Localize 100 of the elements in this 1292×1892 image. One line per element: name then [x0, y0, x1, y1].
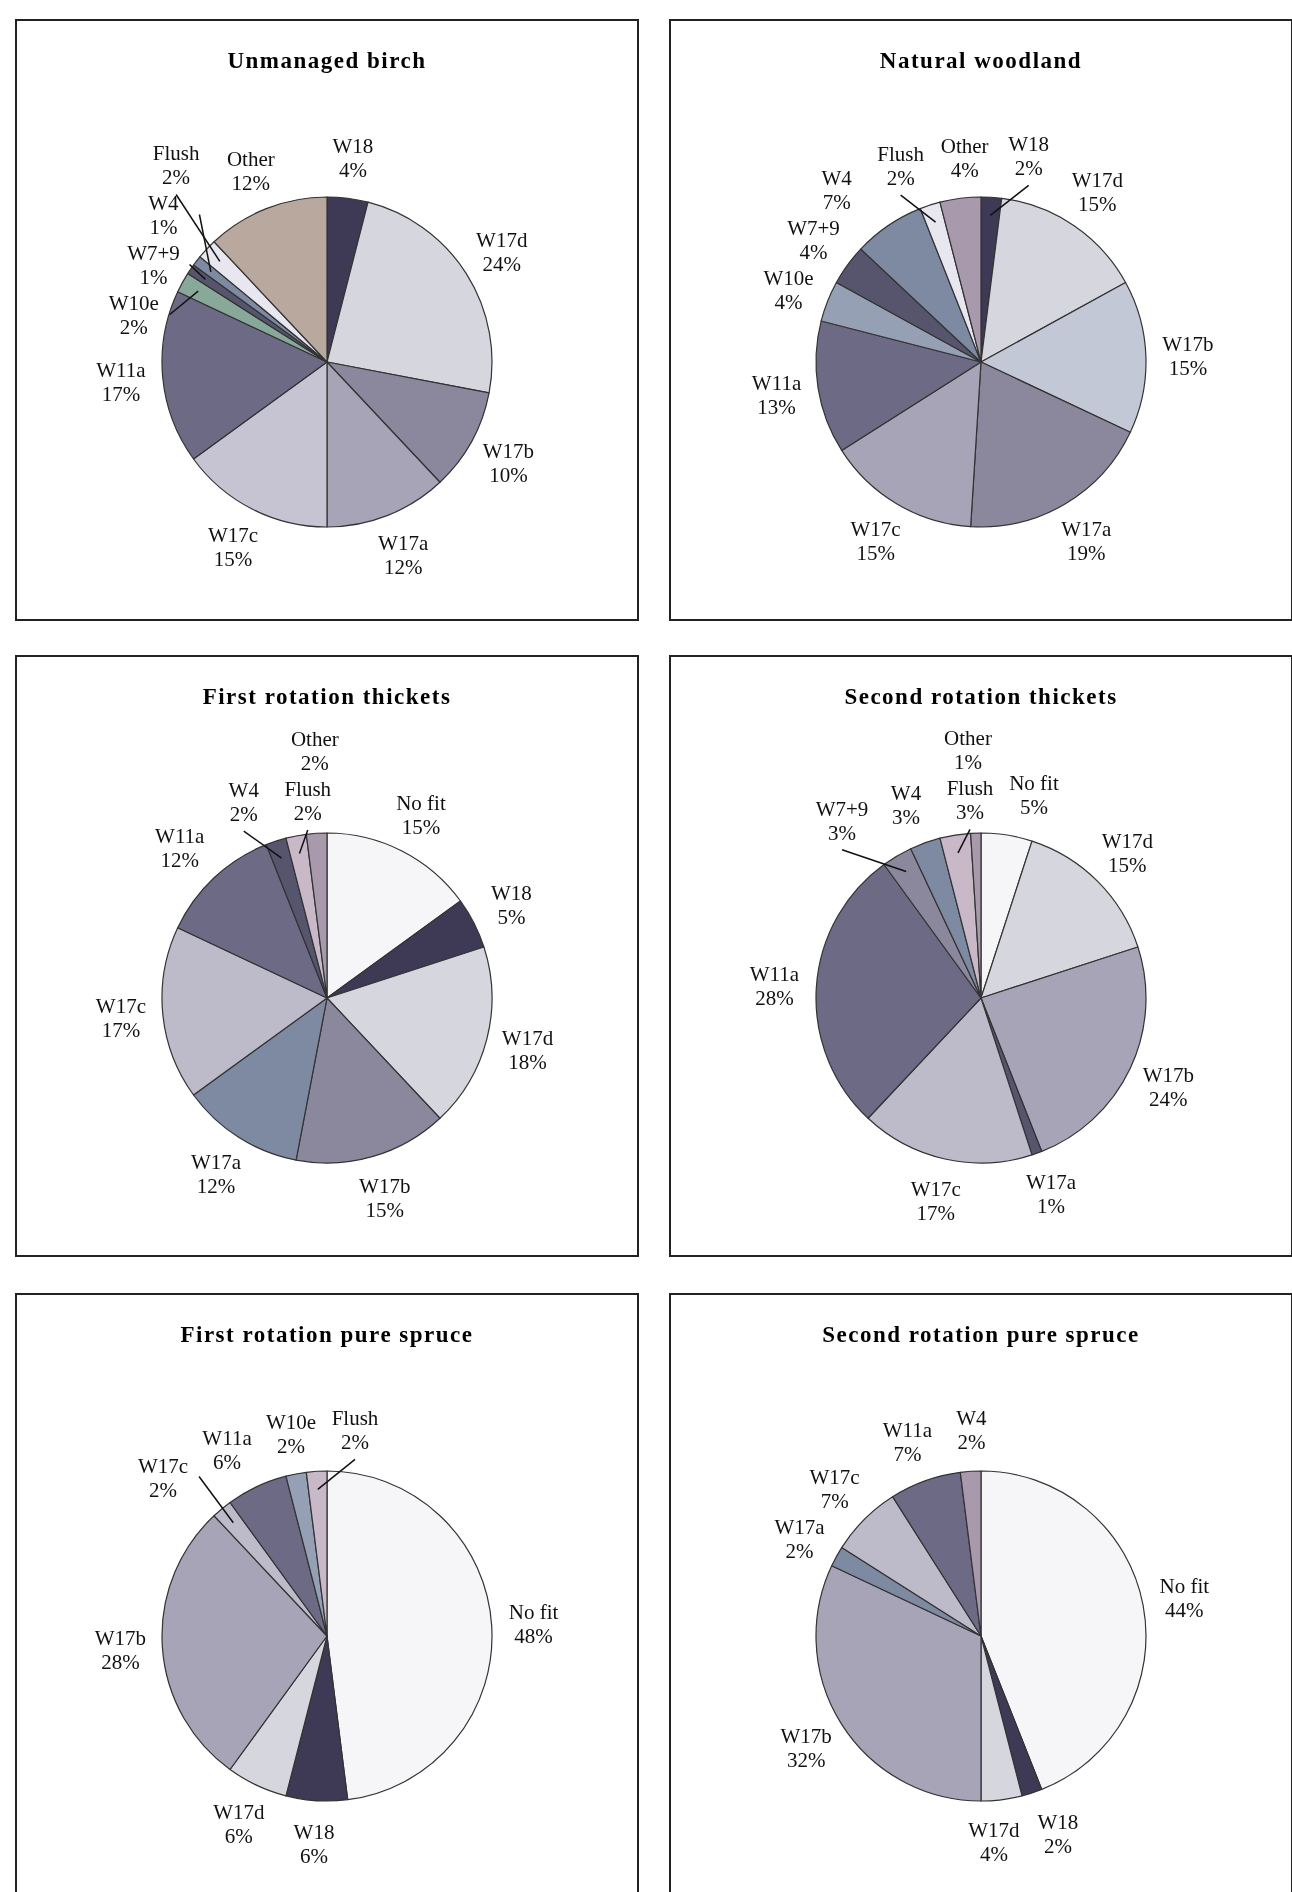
slice-label: W4: [890, 780, 922, 805]
data-label: 3%: [827, 820, 856, 845]
data-label: 2%: [229, 802, 258, 827]
data-label: 7%: [820, 1488, 849, 1513]
data-label: 32%: [786, 1747, 826, 1772]
slice-label: W11a: [155, 824, 206, 849]
slice-label: W4: [956, 1406, 988, 1431]
slice-label: W17a: [378, 531, 429, 556]
slice-label: W17c: [809, 1464, 860, 1489]
slice-label: W7+9: [787, 215, 840, 240]
data-label: 44%: [1165, 1598, 1204, 1623]
data-label: 28%: [101, 1650, 140, 1674]
data-label: 12%: [231, 170, 271, 195]
slice-label: W17b: [1142, 1063, 1194, 1088]
slice-label: W18: [491, 881, 532, 906]
data-label: 15%: [1168, 356, 1208, 381]
data-label: 1%: [139, 265, 168, 290]
slice-label: W17d: [968, 1818, 1021, 1843]
data-label: 17%: [101, 1018, 141, 1043]
data-label: 1%: [954, 750, 983, 775]
slice-label: W17d: [1101, 828, 1154, 853]
data-label: 4%: [799, 239, 828, 264]
data-label: 2%: [886, 166, 915, 191]
slice-label: W18: [1037, 1809, 1079, 1834]
data-label: 3%: [955, 800, 984, 825]
data-label: 15%: [1078, 191, 1117, 216]
slice-label: No fit: [508, 1600, 559, 1624]
slice-label: Other: [944, 726, 992, 751]
data-label: 17%: [916, 1201, 956, 1226]
chart-title: Second rotation thickets: [844, 684, 1118, 709]
slice-label: W17b: [780, 1723, 832, 1748]
slice-label: W17d: [1071, 167, 1124, 192]
data-label: 2%: [149, 1477, 178, 1502]
slice-label: W17b: [359, 1173, 411, 1198]
data-label: 15%: [856, 541, 895, 566]
data-label: 4%: [338, 157, 367, 182]
slice-label: W17c: [207, 523, 259, 548]
data-label: 2%: [162, 165, 191, 190]
slice-label: W11a: [202, 1425, 253, 1450]
data-label: 12%: [160, 848, 200, 873]
slice-label: Flush: [331, 1406, 379, 1431]
data-label: 6%: [224, 1824, 253, 1849]
data-label: 2%: [1043, 1833, 1072, 1858]
data-label: 15%: [401, 814, 441, 839]
data-label: 15%: [213, 547, 253, 572]
data-label: 6%: [300, 1843, 328, 1868]
data-label: 48%: [514, 1624, 553, 1648]
data-label: 2%: [785, 1538, 814, 1563]
slice-label: W18: [293, 1819, 335, 1844]
data-label: 13%: [757, 395, 796, 420]
data-label: 2%: [277, 1433, 306, 1458]
slice-label: No fit: [1159, 1574, 1210, 1599]
slice-label: W17a: [1061, 517, 1113, 542]
slice-label: W17b: [94, 1626, 147, 1650]
slice-label: W17c: [137, 1453, 189, 1478]
data-label: 10%: [489, 462, 528, 487]
data-label: 1%: [149, 215, 178, 240]
slice-label: W17d: [213, 1800, 266, 1825]
slice-label: W17a: [774, 1514, 826, 1539]
slice-label: W17c: [95, 994, 146, 1019]
slice-label: No fit: [396, 790, 446, 815]
data-label: 24%: [482, 252, 522, 277]
slice-label: W4: [148, 191, 180, 216]
slice-label: W17a: [1026, 1169, 1077, 1194]
data-label: 2%: [293, 800, 322, 825]
data-label: 2%: [119, 315, 148, 340]
data-label: 2%: [957, 1430, 986, 1455]
data-label: 7%: [822, 189, 851, 214]
data-label: 12%: [196, 1173, 236, 1198]
data-label: 28%: [755, 986, 794, 1010]
slice-label: Flush: [946, 776, 994, 801]
data-label: 4%: [979, 1842, 1008, 1867]
data-label: 19%: [1067, 541, 1106, 566]
data-label: 15%: [365, 1197, 404, 1222]
slice-label: W17d: [501, 1026, 554, 1051]
chart-title: First rotation pure spruce: [180, 1322, 474, 1347]
data-label: 5%: [1019, 794, 1048, 819]
slice-label: W17a: [191, 1149, 242, 1174]
data-label: 24%: [1149, 1087, 1188, 1112]
slice-label: Flush: [877, 142, 925, 167]
slice-label: W4: [228, 778, 260, 803]
data-label: 12%: [383, 555, 423, 580]
slice-label: W10e: [763, 265, 814, 290]
slice-label: W17d: [476, 228, 528, 253]
slice-label: W17c: [910, 1177, 961, 1202]
slice-label: W10e: [265, 1409, 317, 1434]
chart-title: Natural woodland: [879, 48, 1083, 73]
slice-label: No fit: [1009, 770, 1059, 795]
slice-label: W11a: [96, 358, 147, 383]
slice-label: W7+9: [815, 796, 869, 821]
slice-label: W17b: [482, 438, 535, 463]
data-label: 17%: [101, 382, 141, 407]
data-label: 2%: [300, 750, 329, 775]
data-label: 15%: [1108, 852, 1147, 877]
slice-label: W11a: [749, 962, 800, 986]
data-label: 18%: [508, 1050, 547, 1075]
data-label: 3%: [891, 804, 920, 829]
data-label: 2%: [1014, 156, 1043, 181]
slice-label: W18: [332, 133, 374, 158]
data-label: 4%: [774, 289, 803, 314]
